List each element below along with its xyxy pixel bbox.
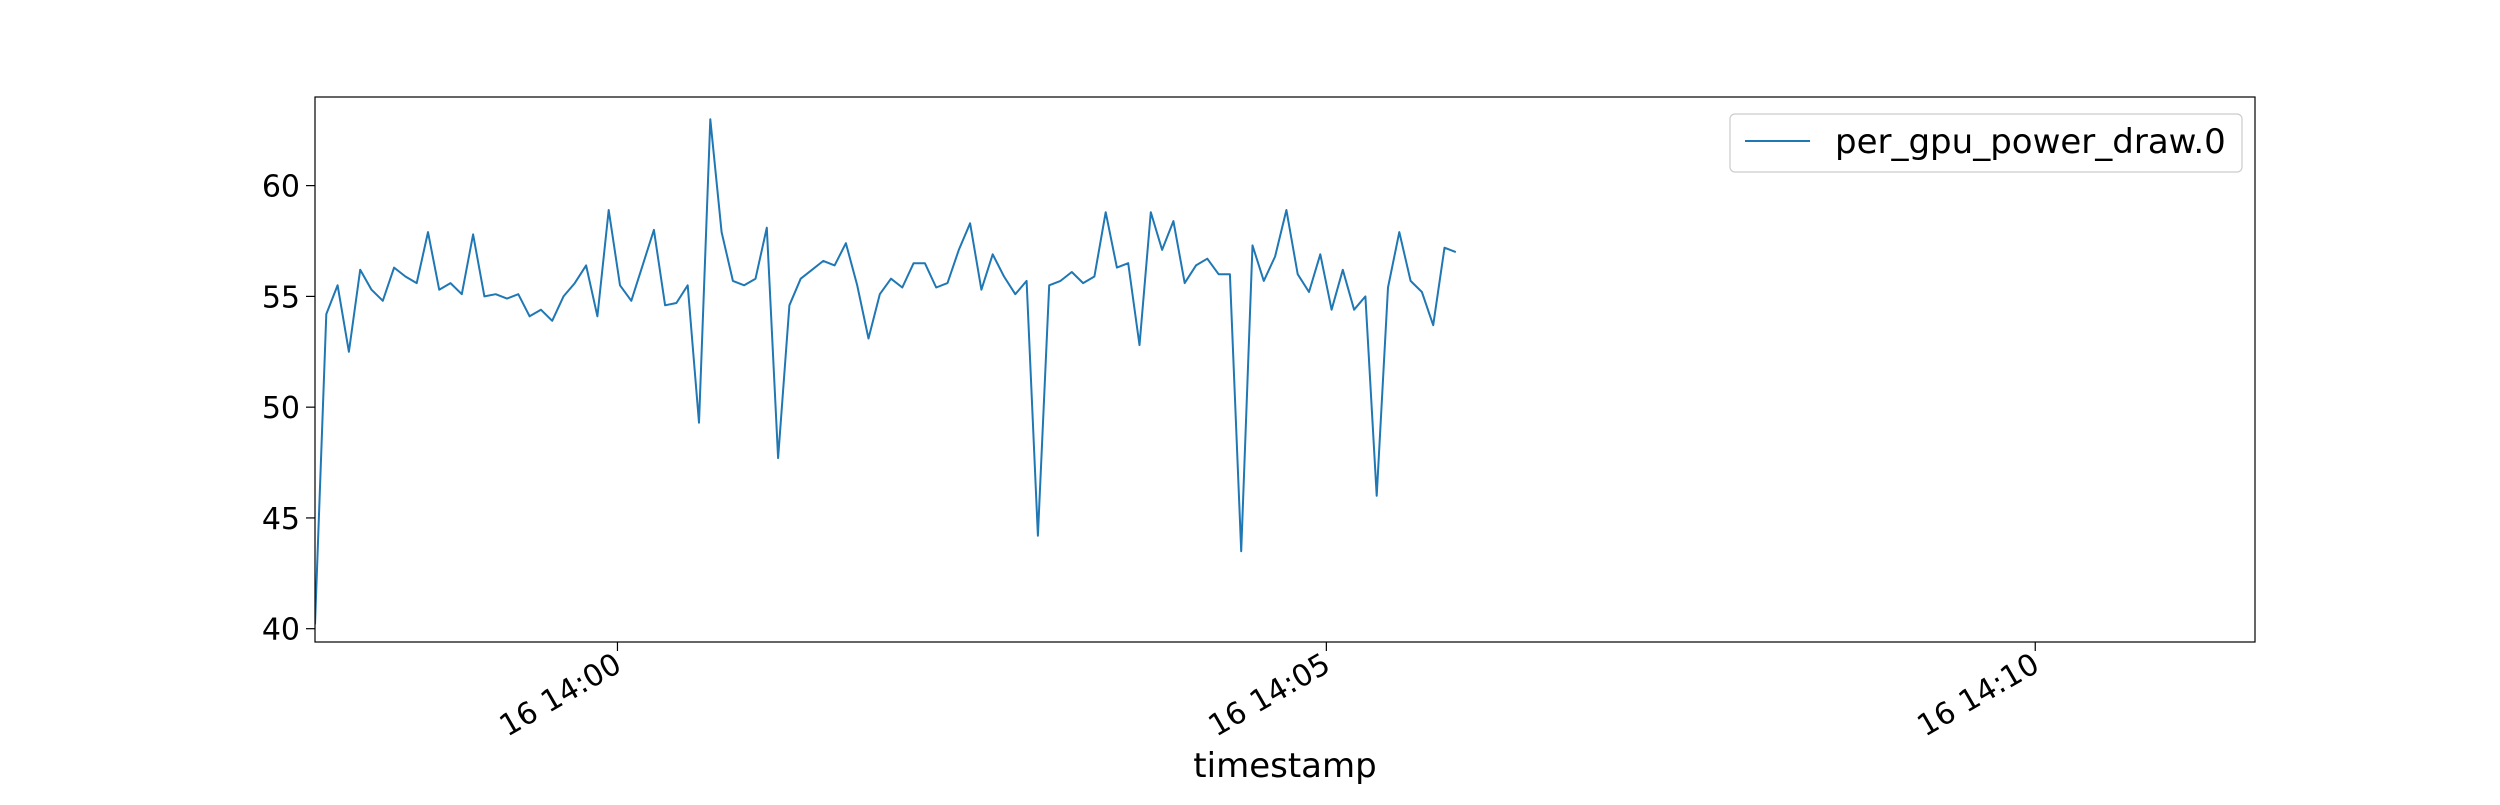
y-tick-label: 60 bbox=[262, 170, 300, 205]
legend-label: per_gpu_power_draw.0 bbox=[1835, 122, 2226, 162]
y-tick-label: 40 bbox=[262, 613, 300, 648]
x-axis: 16 14:00 16 14:05 16 14:10 bbox=[494, 642, 2045, 744]
x-tick-label: 16 14:10 bbox=[1912, 647, 2046, 744]
x-axis-title: timestamp bbox=[1193, 746, 1376, 786]
legend-box bbox=[1729, 113, 2243, 173]
x-tick-label: 16 14:00 bbox=[494, 647, 628, 744]
x-tick-label: 16 14:05 bbox=[1203, 647, 1337, 744]
y-tick-label: 45 bbox=[262, 502, 300, 537]
y-tick-label: 50 bbox=[262, 391, 300, 426]
plot-frame bbox=[314, 96, 2256, 643]
y-axis: 40 45 50 55 60 bbox=[262, 170, 315, 648]
series-layer bbox=[315, 118, 1457, 625]
legend: per_gpu_power_draw.0 bbox=[1729, 113, 2243, 173]
y-tick-label: 55 bbox=[262, 280, 300, 315]
series-line bbox=[315, 118, 1457, 625]
